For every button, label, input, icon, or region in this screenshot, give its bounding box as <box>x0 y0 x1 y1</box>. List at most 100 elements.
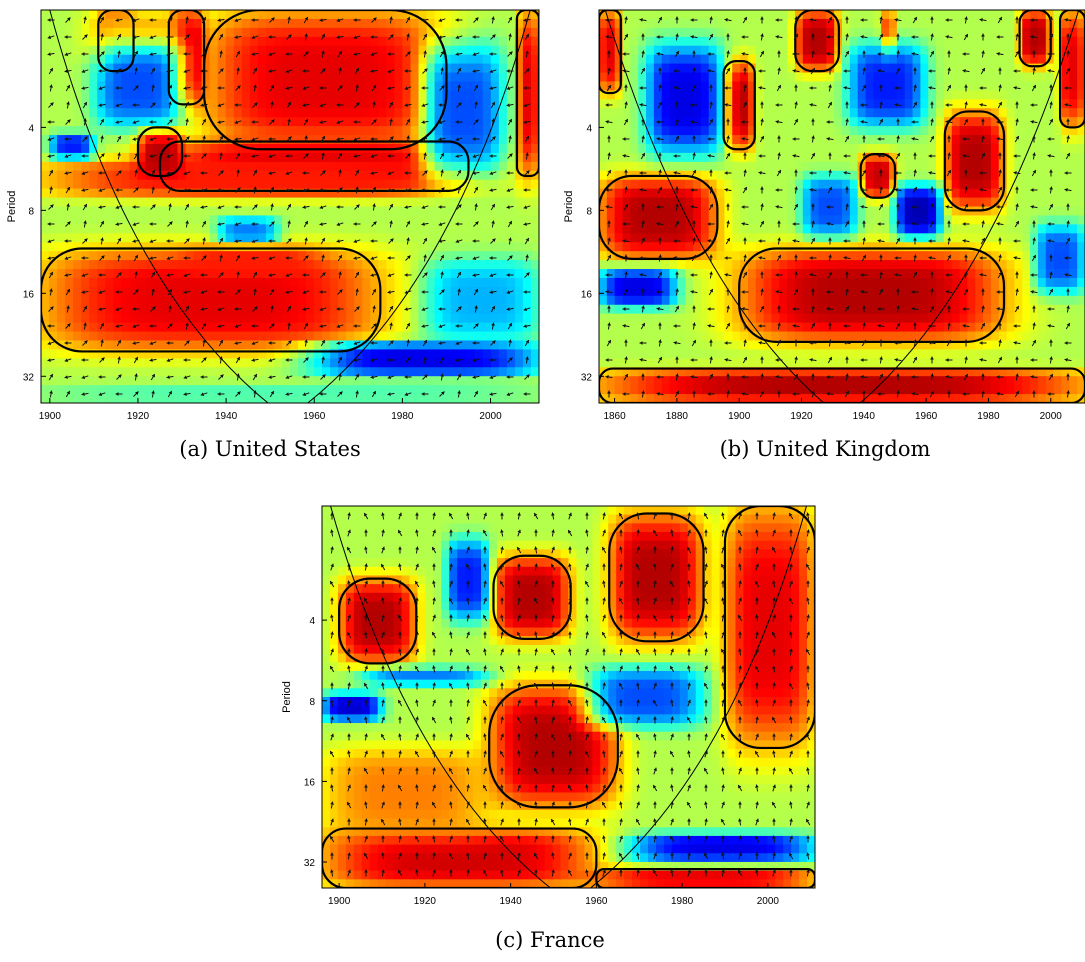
heatmap-cell <box>653 331 663 342</box>
heatmap-cell <box>362 331 371 342</box>
heatmap-cell <box>273 304 283 315</box>
heatmap-cell <box>49 81 58 91</box>
heatmap-cell <box>638 367 647 377</box>
heatmap-cell <box>281 45 291 56</box>
heatmap-cell <box>65 358 74 368</box>
heatmap-cell <box>217 188 227 199</box>
heatmap-cell <box>201 188 211 199</box>
heatmap-cell <box>145 251 155 261</box>
heatmap-cell <box>217 340 227 351</box>
heatmap-cell <box>314 126 323 136</box>
heatmap-cell <box>233 99 243 109</box>
heatmap-cell <box>362 81 371 91</box>
heatmap-cell <box>522 394 532 403</box>
phase-arrow-head <box>424 68 428 72</box>
heatmap-cell <box>322 376 331 386</box>
heatmap-cell <box>330 367 339 377</box>
heatmap-cell <box>281 54 291 65</box>
heatmap-cell <box>370 322 379 333</box>
heatmap-cell <box>185 170 195 181</box>
heatmap-cell <box>338 63 347 74</box>
phase-arrow-head <box>49 271 53 276</box>
phase-arrow-head <box>455 358 459 362</box>
heatmap-cell <box>724 18 733 29</box>
heatmap-cell <box>630 161 639 172</box>
phase-arrow-head <box>321 237 325 242</box>
heatmap-cell <box>338 99 347 109</box>
heatmap-cell <box>418 45 428 56</box>
heatmap-cell <box>434 10 444 20</box>
heatmap-cell <box>281 10 291 20</box>
heatmap-cell <box>394 349 404 359</box>
heatmap-cell <box>522 27 532 38</box>
phase-arrow-head <box>115 188 119 192</box>
heatmap-cell <box>630 126 639 136</box>
heatmap-cell <box>97 331 106 342</box>
phase-arrow-head <box>149 18 153 22</box>
phase-arrow-head <box>268 171 272 175</box>
phase-arrow-head <box>285 69 290 73</box>
phase-arrow-head <box>47 35 52 39</box>
heatmap-cell <box>394 385 404 395</box>
heatmap-cell <box>386 242 396 252</box>
phase-arrow-head <box>285 273 290 277</box>
heatmap-cell <box>614 233 624 243</box>
heatmap-cell <box>490 233 500 243</box>
phase-arrow-head <box>438 222 443 226</box>
heatmap-cell <box>209 152 219 163</box>
phase-arrow-head <box>370 171 374 175</box>
heatmap-cell <box>137 367 147 377</box>
heatmap-cell <box>281 18 291 29</box>
heatmap-cell <box>129 394 138 403</box>
phase-arrow-head <box>117 50 121 54</box>
heatmap-cell <box>732 135 741 145</box>
heatmap-cell <box>73 242 82 252</box>
heatmap-cell <box>362 188 371 199</box>
heatmap-cell <box>506 304 516 315</box>
heatmap-cell <box>653 135 663 145</box>
heatmap-cell <box>716 331 726 342</box>
heatmap-cell <box>724 340 733 351</box>
heatmap-cell <box>606 349 616 359</box>
heatmap-cell <box>281 179 291 190</box>
phase-arrow-head <box>390 238 394 242</box>
heatmap-cell <box>290 394 299 403</box>
heatmap-cell <box>716 10 726 20</box>
phase-arrow-head <box>270 203 274 207</box>
phase-arrow-head <box>200 171 204 175</box>
heatmap-cell <box>233 358 243 368</box>
heatmap-cell <box>474 358 484 368</box>
heatmap-cell <box>129 269 138 279</box>
heatmap-cell <box>121 286 130 297</box>
heatmap-cell <box>185 126 195 136</box>
heatmap-cell <box>298 313 307 324</box>
heatmap-cell <box>346 269 355 279</box>
heatmap-cell <box>685 90 694 100</box>
heatmap-cell <box>161 197 171 208</box>
heatmap-cell <box>177 385 187 395</box>
phase-arrow-head <box>253 186 257 190</box>
heatmap-cell <box>700 295 710 306</box>
heatmap-cell <box>685 99 694 109</box>
heatmap-cell <box>614 90 624 100</box>
heatmap-cell <box>622 54 631 65</box>
heatmap-cell <box>693 117 702 127</box>
heatmap-cell <box>450 54 460 65</box>
heatmap-cell <box>402 81 412 91</box>
heatmap-cell <box>685 260 694 270</box>
heatmap-cell <box>450 81 460 91</box>
heatmap-cell <box>370 18 379 29</box>
heatmap-cell <box>65 143 74 154</box>
heatmap-cell <box>41 269 50 279</box>
heatmap-cell <box>177 367 187 377</box>
phase-arrow-head <box>200 188 205 192</box>
heatmap-cell <box>669 269 678 279</box>
heatmap-cell <box>65 224 74 234</box>
heatmap-cell <box>306 233 315 243</box>
heatmap-cell <box>370 135 379 145</box>
heatmap-cell <box>646 304 655 315</box>
heatmap-cell <box>201 170 211 181</box>
heatmap-cell <box>362 135 371 145</box>
heatmap-cell <box>265 161 275 172</box>
heatmap-cell <box>169 251 179 261</box>
